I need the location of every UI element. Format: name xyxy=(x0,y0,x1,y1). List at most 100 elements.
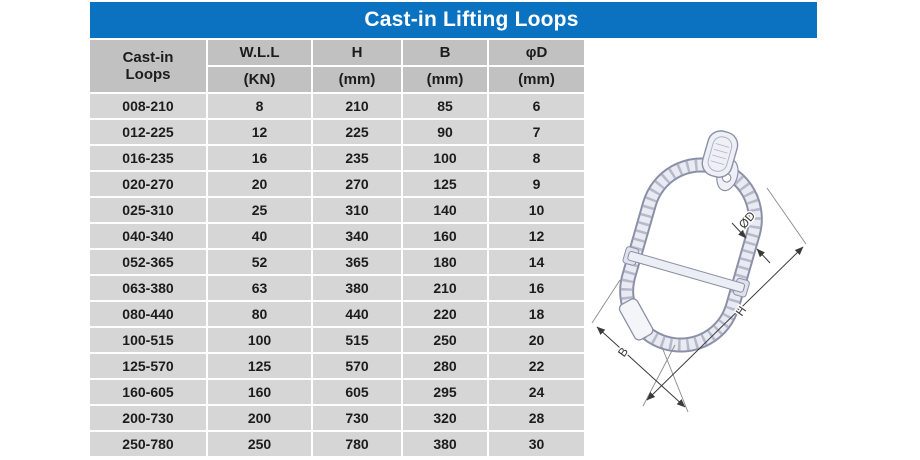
value-cell: 250 xyxy=(403,328,487,352)
table-row: 200-730 200 730 320 28 xyxy=(90,406,584,430)
value-cell: 440 xyxy=(313,302,401,326)
corner-header-line2: Loops xyxy=(125,66,171,83)
value-cell: 160 xyxy=(403,224,487,248)
model-cell: 160-605 xyxy=(90,380,206,404)
table-row: 125-570 125 570 280 22 xyxy=(90,354,584,378)
table-row: 052-365 52 365 180 14 xyxy=(90,250,584,274)
value-cell: 125 xyxy=(403,172,487,196)
value-cell: 515 xyxy=(313,328,401,352)
table-row: 012-225 12 225 90 7 xyxy=(90,120,584,144)
value-cell: 7 xyxy=(489,120,584,144)
value-cell: 160 xyxy=(208,380,311,404)
page-title: Cast-in Lifting Loops xyxy=(364,8,579,31)
value-cell: 28 xyxy=(489,406,584,430)
value-cell: 20 xyxy=(208,172,311,196)
value-cell: 605 xyxy=(313,380,401,404)
value-cell: 210 xyxy=(403,276,487,300)
value-cell: 730 xyxy=(313,406,401,430)
column-header-d: φD xyxy=(489,40,584,65)
value-cell: 52 xyxy=(208,250,311,274)
value-cell: 6 xyxy=(489,94,584,118)
column-header-h: H xyxy=(313,40,401,65)
value-cell: 8 xyxy=(489,146,584,170)
value-cell: 30 xyxy=(489,432,584,456)
rope-loop xyxy=(618,130,763,353)
unit-header-d: (mm) xyxy=(489,67,584,92)
value-cell: 90 xyxy=(403,120,487,144)
value-cell: 100 xyxy=(208,328,311,352)
value-cell: 9 xyxy=(489,172,584,196)
model-cell: 025-310 xyxy=(90,198,206,222)
model-cell: 008-210 xyxy=(90,94,206,118)
value-cell: 380 xyxy=(313,276,401,300)
b-dimension-label: B xyxy=(615,345,631,360)
unit-header-b: (mm) xyxy=(403,67,487,92)
value-cell: 570 xyxy=(313,354,401,378)
value-cell: 380 xyxy=(403,432,487,456)
value-cell: 235 xyxy=(313,146,401,170)
value-cell: 8 xyxy=(208,94,311,118)
spec-table-body: 008-210 8 210 85 6 012-225 12 225 90 7 016-235 16 23… xyxy=(90,94,584,456)
value-cell: 16 xyxy=(208,146,311,170)
lifting-loop-diagram: H B ØD xyxy=(580,95,880,445)
model-cell: 100-515 xyxy=(90,328,206,352)
fitting-plate-inner xyxy=(707,136,733,172)
value-cell: 12 xyxy=(489,224,584,248)
value-cell: 25 xyxy=(208,198,311,222)
value-cell: 18 xyxy=(489,302,584,326)
value-cell: 270 xyxy=(313,172,401,196)
corner-header: Cast-in Loops xyxy=(90,40,206,92)
table-row: 063-380 63 380 210 16 xyxy=(90,276,584,300)
value-cell: 320 xyxy=(403,406,487,430)
value-cell: 40 xyxy=(208,224,311,248)
table-row: 040-340 40 340 160 12 xyxy=(90,224,584,248)
value-cell: 310 xyxy=(313,198,401,222)
column-header-wll: W.L.L xyxy=(208,40,311,65)
model-cell: 040-340 xyxy=(90,224,206,248)
model-cell: 063-380 xyxy=(90,276,206,300)
value-cell: 24 xyxy=(489,380,584,404)
value-cell: 180 xyxy=(403,250,487,274)
model-cell: 080-440 xyxy=(90,302,206,326)
spec-table: Cast-in Loops W.L.L H B φD (KN) (mm) (mm… xyxy=(88,38,586,458)
lifting-loop-drawing: H B ØD xyxy=(591,130,807,413)
fitting-plate xyxy=(701,130,739,178)
value-cell: 225 xyxy=(313,120,401,144)
value-cell: 220 xyxy=(403,302,487,326)
model-cell: 016-235 xyxy=(90,146,206,170)
model-cell: 200-730 xyxy=(90,406,206,430)
value-cell: 340 xyxy=(313,224,401,248)
value-cell: 125 xyxy=(208,354,311,378)
value-cell: 16 xyxy=(489,276,584,300)
value-cell: 780 xyxy=(313,432,401,456)
fitting-hatch xyxy=(710,143,730,166)
table-row: 080-440 80 440 220 18 xyxy=(90,302,584,326)
title-bar: Cast-in Lifting Loops xyxy=(90,2,817,38)
value-cell: 140 xyxy=(403,198,487,222)
table-row: 008-210 8 210 85 6 xyxy=(90,94,584,118)
corner-header-line1: Cast-in xyxy=(122,48,174,66)
value-cell: 250 xyxy=(208,432,311,456)
value-cell: 200 xyxy=(208,406,311,430)
value-cell: 20 xyxy=(489,328,584,352)
value-cell: 85 xyxy=(403,94,487,118)
model-cell: 020-270 xyxy=(90,172,206,196)
value-cell: 100 xyxy=(403,146,487,170)
b-dimension-line xyxy=(596,326,686,408)
value-cell: 80 xyxy=(208,302,311,326)
value-cell: 10 xyxy=(489,198,584,222)
unit-header-h: (mm) xyxy=(313,67,401,92)
value-cell: 63 xyxy=(208,276,311,300)
model-cell: 012-225 xyxy=(90,120,206,144)
table-row: 160-605 160 605 295 24 xyxy=(90,380,584,404)
model-cell: 250-780 xyxy=(90,432,206,456)
spec-table-header: Cast-in Loops W.L.L H B φD (KN) (mm) (mm… xyxy=(90,40,584,92)
crossbar xyxy=(627,251,746,293)
value-cell: 14 xyxy=(489,250,584,274)
table-row: 250-780 250 780 380 30 xyxy=(90,432,584,456)
value-cell: 280 xyxy=(403,354,487,378)
value-cell: 365 xyxy=(313,250,401,274)
value-cell: 22 xyxy=(489,354,584,378)
value-cell: 210 xyxy=(313,94,401,118)
